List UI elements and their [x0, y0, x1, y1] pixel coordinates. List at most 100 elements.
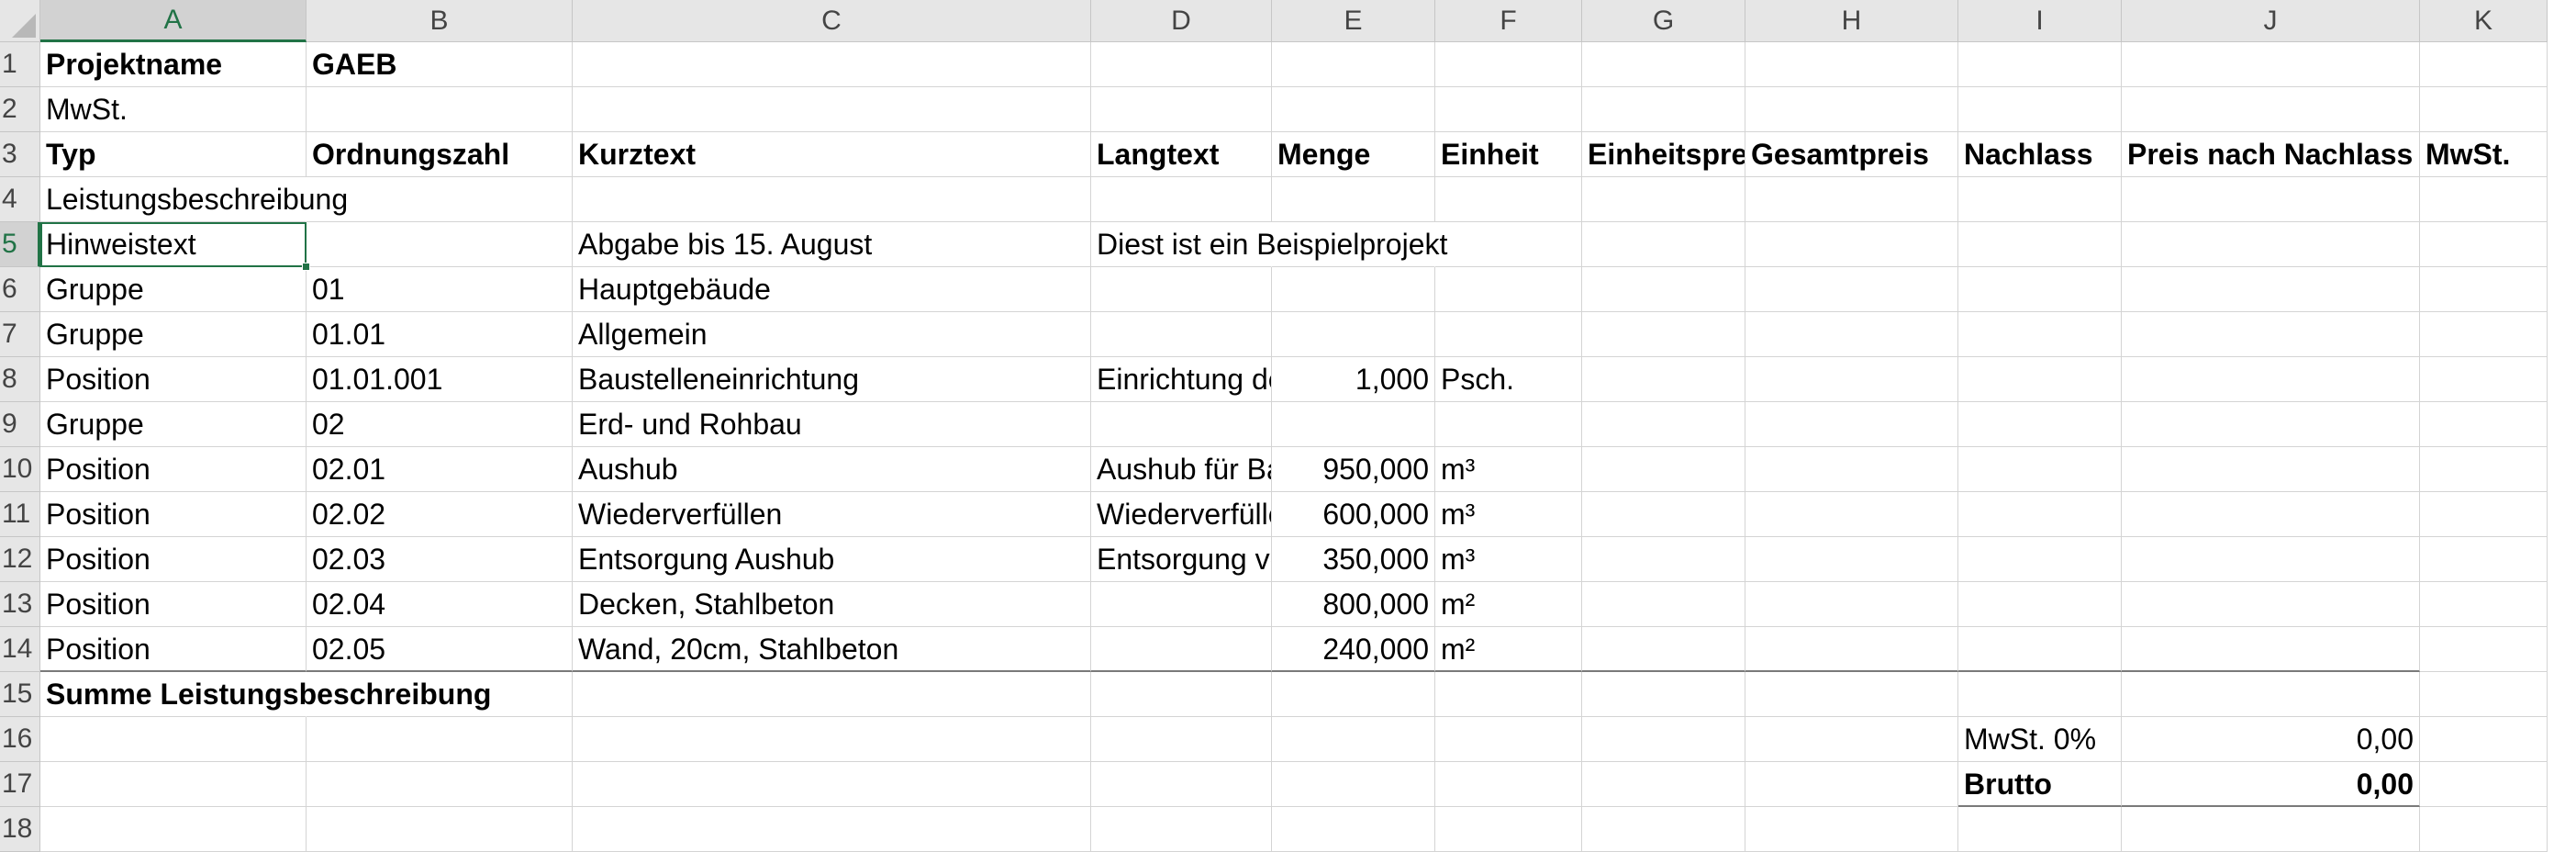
cell-b5[interactable]: [307, 222, 573, 267]
cell-j2[interactable]: [2122, 87, 2420, 132]
row-header-6[interactable]: 6: [0, 267, 40, 312]
cell-d10[interactable]: Aushub für Baugrube: [1091, 447, 1272, 492]
cell-b12[interactable]: 02.03: [307, 537, 573, 582]
cell-c16[interactable]: [573, 717, 1091, 762]
cell-g4[interactable]: [1582, 177, 1745, 222]
cell-c8[interactable]: Baustelleneinrichtung: [573, 357, 1091, 402]
cell-k11[interactable]: [2420, 492, 2548, 537]
cell-a4[interactable]: Leistungsbeschreibung: [40, 177, 348, 222]
cell-i12[interactable]: [1958, 537, 2122, 582]
cell-h8[interactable]: [1745, 357, 1958, 402]
cell-b7[interactable]: 01.01: [307, 312, 573, 357]
row-header-13[interactable]: 13: [0, 582, 40, 627]
cell-e12[interactable]: 350,000: [1272, 537, 1435, 582]
cell-h7[interactable]: [1745, 312, 1958, 357]
cell-g1[interactable]: [1582, 42, 1745, 87]
cell-h12[interactable]: [1745, 537, 1958, 582]
cell-c11[interactable]: Wiederverfüllen: [573, 492, 1091, 537]
cell-h5[interactable]: [1745, 222, 1958, 267]
cell-a14[interactable]: Position: [40, 627, 307, 672]
cell-k4[interactable]: [2420, 177, 2548, 222]
cell-b8[interactable]: 01.01.001: [307, 357, 573, 402]
cell-c17[interactable]: [573, 762, 1091, 807]
cell-k17[interactable]: [2420, 762, 2548, 807]
cell-c10[interactable]: Aushub: [573, 447, 1091, 492]
cell-f13[interactable]: m²: [1435, 582, 1582, 627]
cell-a2[interactable]: MwSt.: [40, 87, 307, 132]
cell-d3[interactable]: Langtext: [1091, 132, 1272, 177]
cell-a10[interactable]: Position: [40, 447, 307, 492]
cell-b3[interactable]: Ordnungszahl: [307, 132, 573, 177]
cell-j13[interactable]: [2122, 582, 2420, 627]
cell-f9[interactable]: [1435, 402, 1582, 447]
cell-a15[interactable]: Summe Leistungsbeschreibung: [40, 672, 491, 717]
cell-f14[interactable]: m²: [1435, 627, 1582, 672]
cell-b15[interactable]: [307, 672, 573, 717]
cell-g16[interactable]: [1582, 717, 1745, 762]
row-header-7[interactable]: 7: [0, 312, 40, 357]
cell-i14[interactable]: [1958, 627, 2122, 672]
cell-j10[interactable]: [2122, 447, 2420, 492]
cell-a16[interactable]: [40, 717, 307, 762]
column-header-j[interactable]: J: [2122, 0, 2420, 42]
cell-b14[interactable]: 02.05: [307, 627, 573, 672]
row-header-2[interactable]: 2: [0, 87, 40, 132]
row-header-9[interactable]: 9: [0, 402, 40, 447]
cell-d14[interactable]: [1091, 627, 1272, 672]
column-header-i[interactable]: I: [1958, 0, 2122, 42]
cell-h2[interactable]: [1745, 87, 1958, 132]
cell-c14[interactable]: Wand, 20cm, Stahlbeton: [573, 627, 1091, 672]
cell-k2[interactable]: [2420, 87, 2548, 132]
column-header-b[interactable]: B: [307, 0, 573, 42]
row-header-11[interactable]: 11: [0, 492, 40, 537]
cell-d13[interactable]: [1091, 582, 1272, 627]
cell-a12[interactable]: Position: [40, 537, 307, 582]
row-header-15[interactable]: 15: [0, 672, 40, 717]
cell-c7[interactable]: Allgemein: [573, 312, 1091, 357]
cell-g3[interactable]: Einheitspreis: [1582, 132, 1745, 177]
cell-c2[interactable]: [573, 87, 1091, 132]
cell-k14[interactable]: [2420, 627, 2548, 672]
column-header-k[interactable]: K: [2420, 0, 2548, 42]
cell-e14[interactable]: 240,000: [1272, 627, 1435, 672]
cell-i1[interactable]: [1958, 42, 2122, 87]
cell-d5[interactable]: Diest ist ein Beispielprojekt: [1091, 222, 1447, 267]
cell-i6[interactable]: [1958, 267, 2122, 312]
cell-a8[interactable]: Position: [40, 357, 307, 402]
cell-d7[interactable]: [1091, 312, 1272, 357]
cell-i8[interactable]: [1958, 357, 2122, 402]
cell-j17[interactable]: 0,00: [2122, 762, 2420, 807]
cell-i11[interactable]: [1958, 492, 2122, 537]
cell-f8[interactable]: Psch.: [1435, 357, 1582, 402]
cell-a13[interactable]: Position: [40, 582, 307, 627]
cell-b10[interactable]: 02.01: [307, 447, 573, 492]
cell-f7[interactable]: [1435, 312, 1582, 357]
cell-b13[interactable]: 02.04: [307, 582, 573, 627]
cell-f1[interactable]: [1435, 42, 1582, 87]
cell-f6[interactable]: [1435, 267, 1582, 312]
cell-e7[interactable]: [1272, 312, 1435, 357]
cell-f15[interactable]: [1435, 672, 1582, 717]
cell-k7[interactable]: [2420, 312, 2548, 357]
cell-j7[interactable]: [2122, 312, 2420, 357]
cell-b2[interactable]: [307, 87, 573, 132]
cell-i9[interactable]: [1958, 402, 2122, 447]
cell-g17[interactable]: [1582, 762, 1745, 807]
cell-e17[interactable]: [1272, 762, 1435, 807]
cell-c6[interactable]: Hauptgebäude: [573, 267, 1091, 312]
cell-k6[interactable]: [2420, 267, 2548, 312]
column-header-a[interactable]: A: [40, 0, 307, 42]
cell-g15[interactable]: [1582, 672, 1745, 717]
cell-d11[interactable]: Wiederverfüllen: [1091, 492, 1272, 537]
cell-j8[interactable]: [2122, 357, 2420, 402]
cell-e3[interactable]: Menge: [1272, 132, 1435, 177]
cell-e16[interactable]: [1272, 717, 1435, 762]
cell-e11[interactable]: 600,000: [1272, 492, 1435, 537]
cell-d17[interactable]: [1091, 762, 1272, 807]
row-header-1[interactable]: 1: [0, 42, 40, 87]
cell-i2[interactable]: [1958, 87, 2122, 132]
row-header-10[interactable]: 10: [0, 447, 40, 492]
cell-c3[interactable]: Kurztext: [573, 132, 1091, 177]
cell-k10[interactable]: [2420, 447, 2548, 492]
cell-b16[interactable]: [307, 717, 573, 762]
